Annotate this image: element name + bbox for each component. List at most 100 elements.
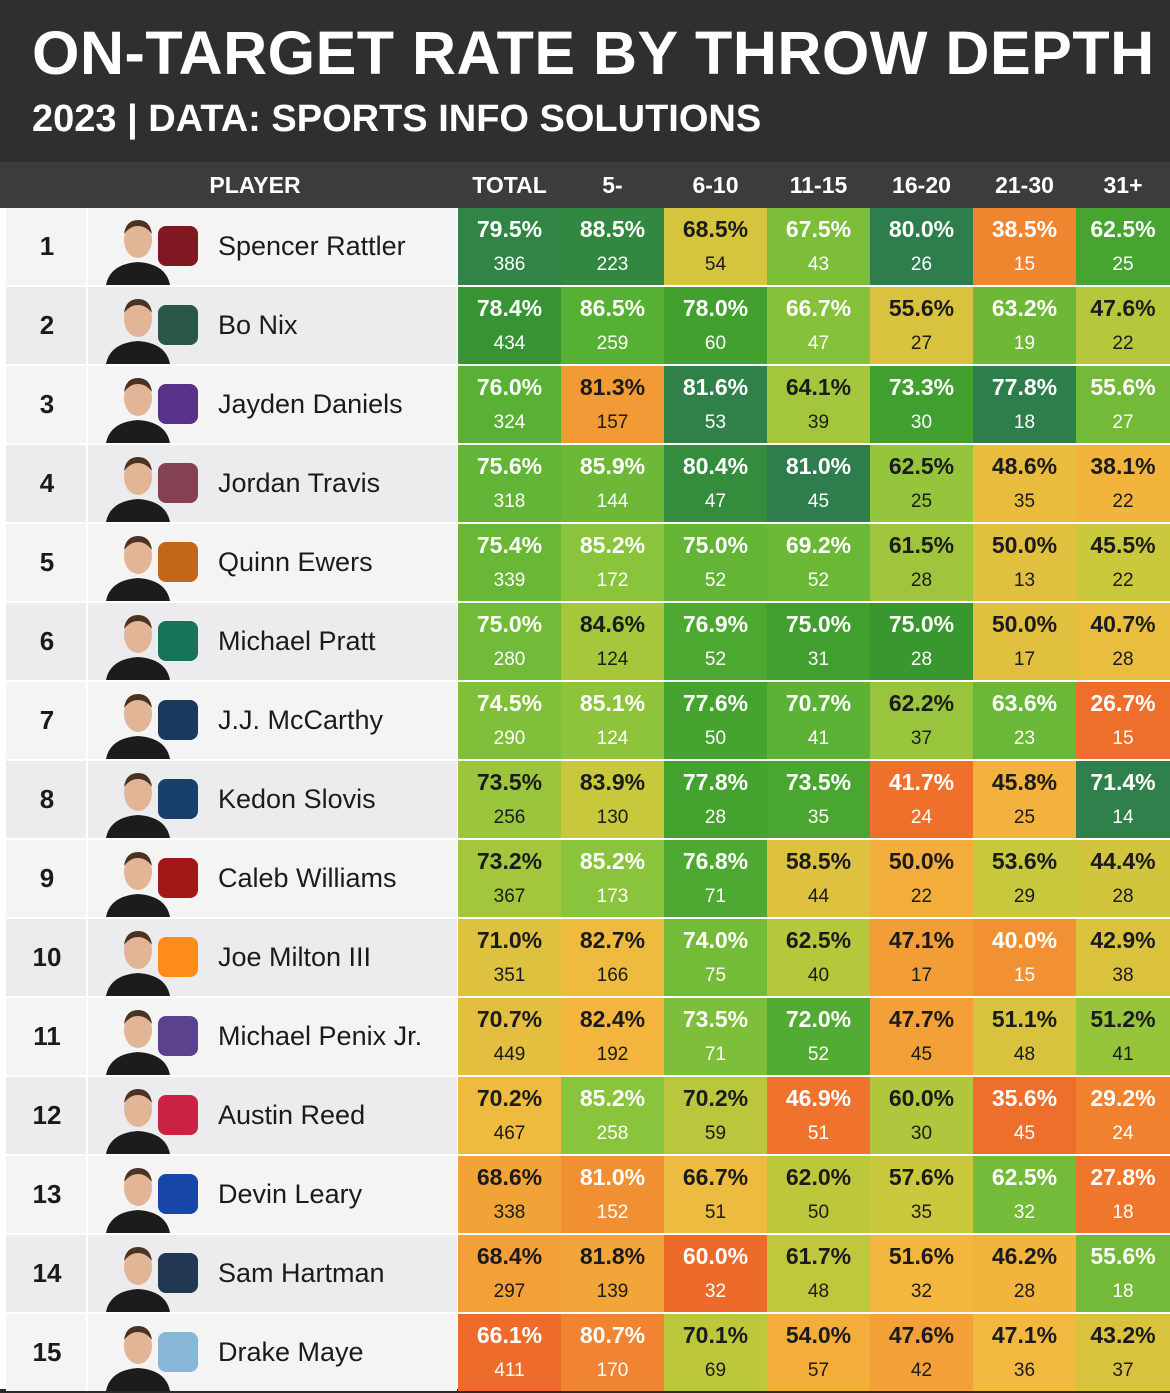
attempts-label: 45 — [1013, 1123, 1036, 1144]
team-logo-icon — [158, 700, 198, 740]
heatmap-cell: 40.0% 15 — [973, 919, 1076, 996]
attempts-label: 48 — [807, 1281, 830, 1302]
on-target-rate-label: 68.6% — [476, 1164, 543, 1190]
heatmap-cell: 62.5% 32 — [973, 1156, 1076, 1233]
player-name: Sam Hartman — [218, 1258, 385, 1288]
on-target-rate-label: 35.6% — [991, 1085, 1058, 1111]
table-row: 5 Quinn Ewers 75.4% 339 85.2% 172 75.0% 52 69.2%… — [0, 524, 1170, 603]
heatmap-cell: 62.5% 40 — [767, 919, 870, 996]
attempts-label: 25 — [1013, 807, 1036, 828]
on-target-rate-label: 81.0% — [579, 1164, 646, 1190]
player-hair-icon — [124, 457, 152, 471]
on-target-rate-label: 82.4% — [579, 1006, 646, 1032]
on-target-rate-label: 55.6% — [1090, 1243, 1156, 1269]
on-target-rate-label: 45.5% — [1090, 532, 1156, 558]
heatmap-cell: 43.2% 37 — [1076, 1314, 1170, 1391]
attempts-label: 38 — [1112, 965, 1134, 986]
heatmap-cell: 81.6% 53 — [664, 366, 767, 443]
team-logo-icon — [158, 226, 198, 266]
heatmap-cell: 82.7% 166 — [561, 919, 664, 996]
on-target-rate-label: 73.5% — [682, 1006, 749, 1032]
attempts-label: 27 — [1112, 412, 1134, 433]
attempts-label: 14 — [1112, 807, 1134, 828]
player-head-icon — [124, 617, 152, 653]
heatmap-cell: 55.6% 18 — [1076, 1235, 1170, 1312]
on-target-rate-label: 80.4% — [682, 453, 749, 479]
player-body-icon — [106, 578, 170, 601]
attempts-label: 41 — [807, 728, 830, 749]
heatmap-cell: 82.4% 192 — [561, 998, 664, 1075]
player-cell: 5 Quinn Ewers — [6, 524, 457, 601]
on-target-rate-label: 81.8% — [579, 1243, 646, 1269]
on-target-rate-label: 43.2% — [1090, 1322, 1156, 1348]
attempts-label: 37 — [910, 728, 933, 749]
on-target-rate-label: 86.5% — [579, 295, 646, 321]
rank-divider — [86, 919, 88, 996]
team-logo-icon — [158, 1016, 198, 1056]
on-target-rate-label: 26.7% — [1090, 690, 1156, 716]
heatmap-cell: 75.0% 28 — [870, 603, 973, 680]
heatmap-cell: 50.0% 17 — [973, 603, 1076, 680]
heatmap-cell: 68.5% 54 — [664, 208, 767, 285]
attempts-label: 37 — [1112, 1360, 1134, 1381]
on-target-rate-label: 63.6% — [991, 690, 1058, 716]
heatmap-cell: 62.0% 50 — [767, 1156, 870, 1233]
heatmap-cell: 70.7% 41 — [767, 682, 870, 759]
on-target-rate-label: 55.6% — [1090, 374, 1156, 400]
on-target-rate-label: 77.6% — [682, 690, 749, 716]
attempts-label: 15 — [1013, 965, 1036, 986]
team-logo-icon — [158, 1174, 198, 1214]
on-target-rate-label: 62.2% — [888, 690, 955, 716]
attempts-label: 47 — [704, 491, 727, 512]
rank-label: 1 — [39, 231, 55, 261]
heatmap-cell: 26.7% 15 — [1076, 682, 1170, 759]
column-header-total: TOTAL — [472, 172, 547, 198]
on-target-rate-label: 69.2% — [785, 532, 852, 558]
on-target-rate-label: 54.0% — [785, 1322, 852, 1348]
on-target-rate-label: 61.5% — [888, 532, 955, 558]
player-hair-icon — [124, 1168, 152, 1182]
player-head-icon — [124, 933, 152, 969]
on-target-rate-label: 60.0% — [682, 1243, 749, 1269]
on-target-rate-label: 70.1% — [682, 1322, 749, 1348]
heatmap-cell: 80.7% 170 — [561, 1314, 664, 1391]
attempts-label: 338 — [493, 1202, 526, 1223]
column-header-player: PLAYER — [209, 172, 301, 198]
attempts-label: 259 — [596, 333, 629, 354]
attempts-label: 22 — [910, 886, 933, 907]
heatmap-cell: 85.2% 172 — [561, 524, 664, 601]
player-head-icon — [124, 1012, 152, 1048]
player-head-icon — [124, 854, 152, 890]
table-row: 14 Sam Hartman 68.4% 297 81.8% 139 60.0% 32 61.7… — [0, 1235, 1170, 1314]
heatmap-cell: 29.2% 24 — [1076, 1077, 1170, 1154]
attempts-label: 22 — [1112, 491, 1134, 512]
on-target-rate-label: 68.5% — [682, 216, 749, 242]
rank-label: 10 — [32, 942, 62, 972]
rank-divider — [86, 1314, 88, 1391]
heatmap-cell: 46.2% 28 — [973, 1235, 1076, 1312]
player-photo — [106, 378, 198, 443]
player-name: Bo Nix — [218, 310, 298, 340]
player-hair-icon — [124, 1326, 152, 1340]
heatmap-cell: 77.8% 18 — [973, 366, 1076, 443]
column-header-11-15: 11-15 — [789, 172, 848, 198]
on-target-rate-label: 84.6% — [579, 611, 646, 637]
attempts-label: 411 — [494, 1360, 525, 1381]
on-target-rate-label: 60.0% — [888, 1085, 955, 1111]
heatmap-cell: 70.2% 467 — [458, 1077, 561, 1154]
attempts-label: 27 — [910, 333, 933, 354]
attempts-label: 59 — [704, 1123, 727, 1144]
column-header-16-20: 16-20 — [892, 172, 951, 198]
heatmap-cell: 64.1% 39 — [767, 366, 870, 443]
heatmap-cell: 60.0% 30 — [870, 1077, 973, 1154]
on-target-rate-label: 80.7% — [579, 1322, 646, 1348]
player-photo — [106, 1168, 198, 1233]
table-row: 13 Devin Leary 68.6% 338 81.0% 152 66.7% 51 62.0… — [0, 1156, 1170, 1235]
heatmap-cell: 62.5% 25 — [1076, 208, 1170, 285]
heatmap-cell: 68.6% 338 — [458, 1156, 561, 1233]
team-logo-icon — [158, 542, 198, 582]
heatmap-cell: 45.8% 25 — [973, 761, 1076, 838]
attempts-label: 166 — [596, 965, 629, 986]
player-head-icon — [124, 696, 152, 732]
